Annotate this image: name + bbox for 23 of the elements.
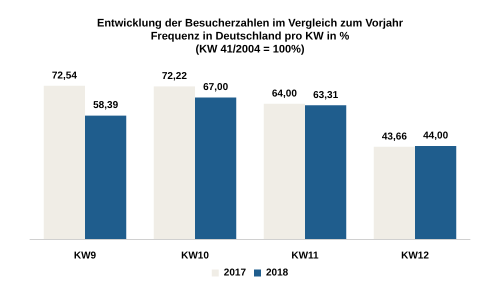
- bar: [374, 146, 415, 239]
- bar: [154, 86, 195, 239]
- data-label: 63,31: [313, 90, 339, 101]
- legend-label: 2017: [224, 268, 246, 278]
- data-label: 72,54: [52, 70, 78, 82]
- bar: [264, 104, 305, 239]
- x-tick-label: KW12: [401, 250, 430, 262]
- data-label: 72,22: [162, 70, 188, 82]
- data-label: 44,00: [423, 130, 449, 142]
- bar: [44, 86, 85, 239]
- x-tick-label: KW10: [181, 250, 210, 262]
- bar: [305, 105, 346, 239]
- bar: [415, 146, 456, 239]
- x-tick-label: KW9: [74, 250, 97, 262]
- data-label: 58,39: [93, 100, 119, 112]
- data-label: 64,00: [272, 88, 298, 100]
- legend-label: 2018: [266, 268, 289, 278]
- data-label: 43,66: [382, 131, 408, 142]
- x-tick-label: KW11: [291, 250, 320, 262]
- bar: [195, 97, 236, 239]
- bar: [85, 116, 126, 239]
- data-label: 67,00: [203, 82, 229, 93]
- chart-title: Entwicklung der Besucherzahlen im Vergleich zum Vorjahr Frequenz in Deutschland pro KW in % (KW 41/2004 = 100%): [96, 18, 404, 56]
